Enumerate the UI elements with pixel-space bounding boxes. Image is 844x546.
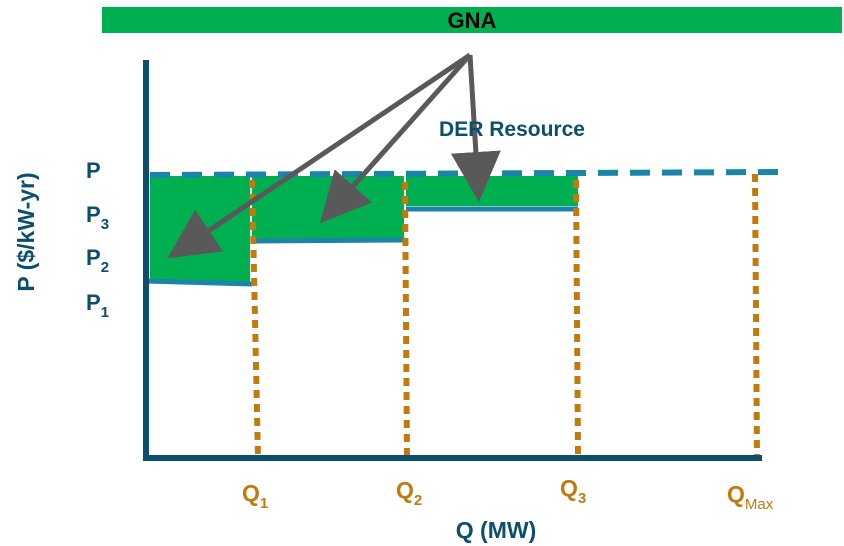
step-line-2 [251, 237, 406, 244]
gna-banner [102, 7, 842, 33]
gna-banner-label: GNA [448, 8, 497, 33]
arrow-icon [450, 54, 501, 202]
x-point-label: Q2 [396, 477, 422, 509]
gna-arrows [167, 52, 501, 259]
y-level-label: P [86, 158, 101, 183]
dotted-line-q1 [249, 179, 261, 459]
x-point-label: Q1 [242, 480, 268, 512]
y-level-labels: P P3 P2 P1 [86, 158, 109, 321]
shaded-area-3 [406, 176, 578, 206]
x-point-label: QMax [727, 481, 774, 513]
x-point-label: Q3 [560, 475, 586, 507]
dotted-markers [249, 173, 760, 459]
step-lines [145, 206, 578, 287]
der-resource-label: DER Resource [439, 118, 585, 141]
x-axis-title: Q (MW) [456, 517, 536, 543]
dotted-line-qmax [752, 173, 760, 459]
dotted-line-q2 [402, 181, 410, 459]
dotted-line-q3 [573, 179, 581, 459]
arrow-icon [167, 52, 472, 259]
shaded-area-1 [150, 176, 250, 284]
y-level-label: P1 [86, 290, 109, 321]
y-axis-title: P ($/kW-yr) [13, 172, 39, 291]
step-line-1 [145, 278, 253, 287]
y-level-label: P3 [86, 202, 109, 233]
y-level-label: P2 [86, 245, 109, 276]
price-dashed-line [149, 169, 786, 178]
x-point-labels: Q1 Q2 Q3 QMax [242, 475, 774, 513]
arrow-icon [320, 53, 472, 224]
